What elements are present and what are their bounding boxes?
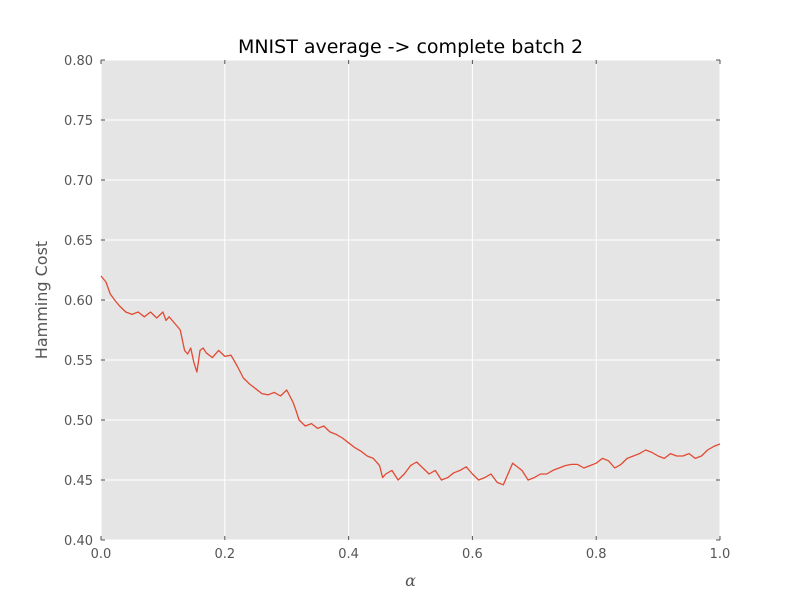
y-tick-label: 0.80 bbox=[64, 54, 93, 69]
series-layer bbox=[100, 275, 721, 486]
x-tick-label: 0.4 bbox=[338, 547, 359, 562]
y-tick-label: 0.40 bbox=[64, 534, 93, 549]
y-tick-label: 0.60 bbox=[64, 294, 93, 309]
y-tick-label: 0.65 bbox=[64, 234, 93, 249]
y-tick-label: 0.50 bbox=[64, 414, 93, 429]
y-tick-label: 0.45 bbox=[64, 474, 93, 489]
ticks: 0.0 0.2 0.4 0.6 0.8 1.0 0.40 0.45 0.50 0.55 0.60 0.… bbox=[64, 54, 730, 562]
y-axis-label: Hamming Cost bbox=[32, 241, 51, 359]
x-tick-label: 0.0 bbox=[91, 547, 112, 562]
x-axis-label: α bbox=[405, 571, 416, 590]
series-line bbox=[100, 275, 721, 486]
y-tick-label: 0.70 bbox=[64, 174, 93, 189]
y-tick-label: 0.75 bbox=[64, 114, 93, 129]
x-tick-label: 1.0 bbox=[710, 547, 731, 562]
x-tick-label: 0.8 bbox=[586, 547, 607, 562]
x-tick-label: 0.6 bbox=[462, 547, 483, 562]
chart-title: MNIST average -> complete batch 2 bbox=[238, 36, 583, 58]
gridlines bbox=[100, 59, 721, 541]
y-tick-label: 0.55 bbox=[64, 354, 93, 369]
x-tick-label: 0.2 bbox=[214, 547, 235, 562]
